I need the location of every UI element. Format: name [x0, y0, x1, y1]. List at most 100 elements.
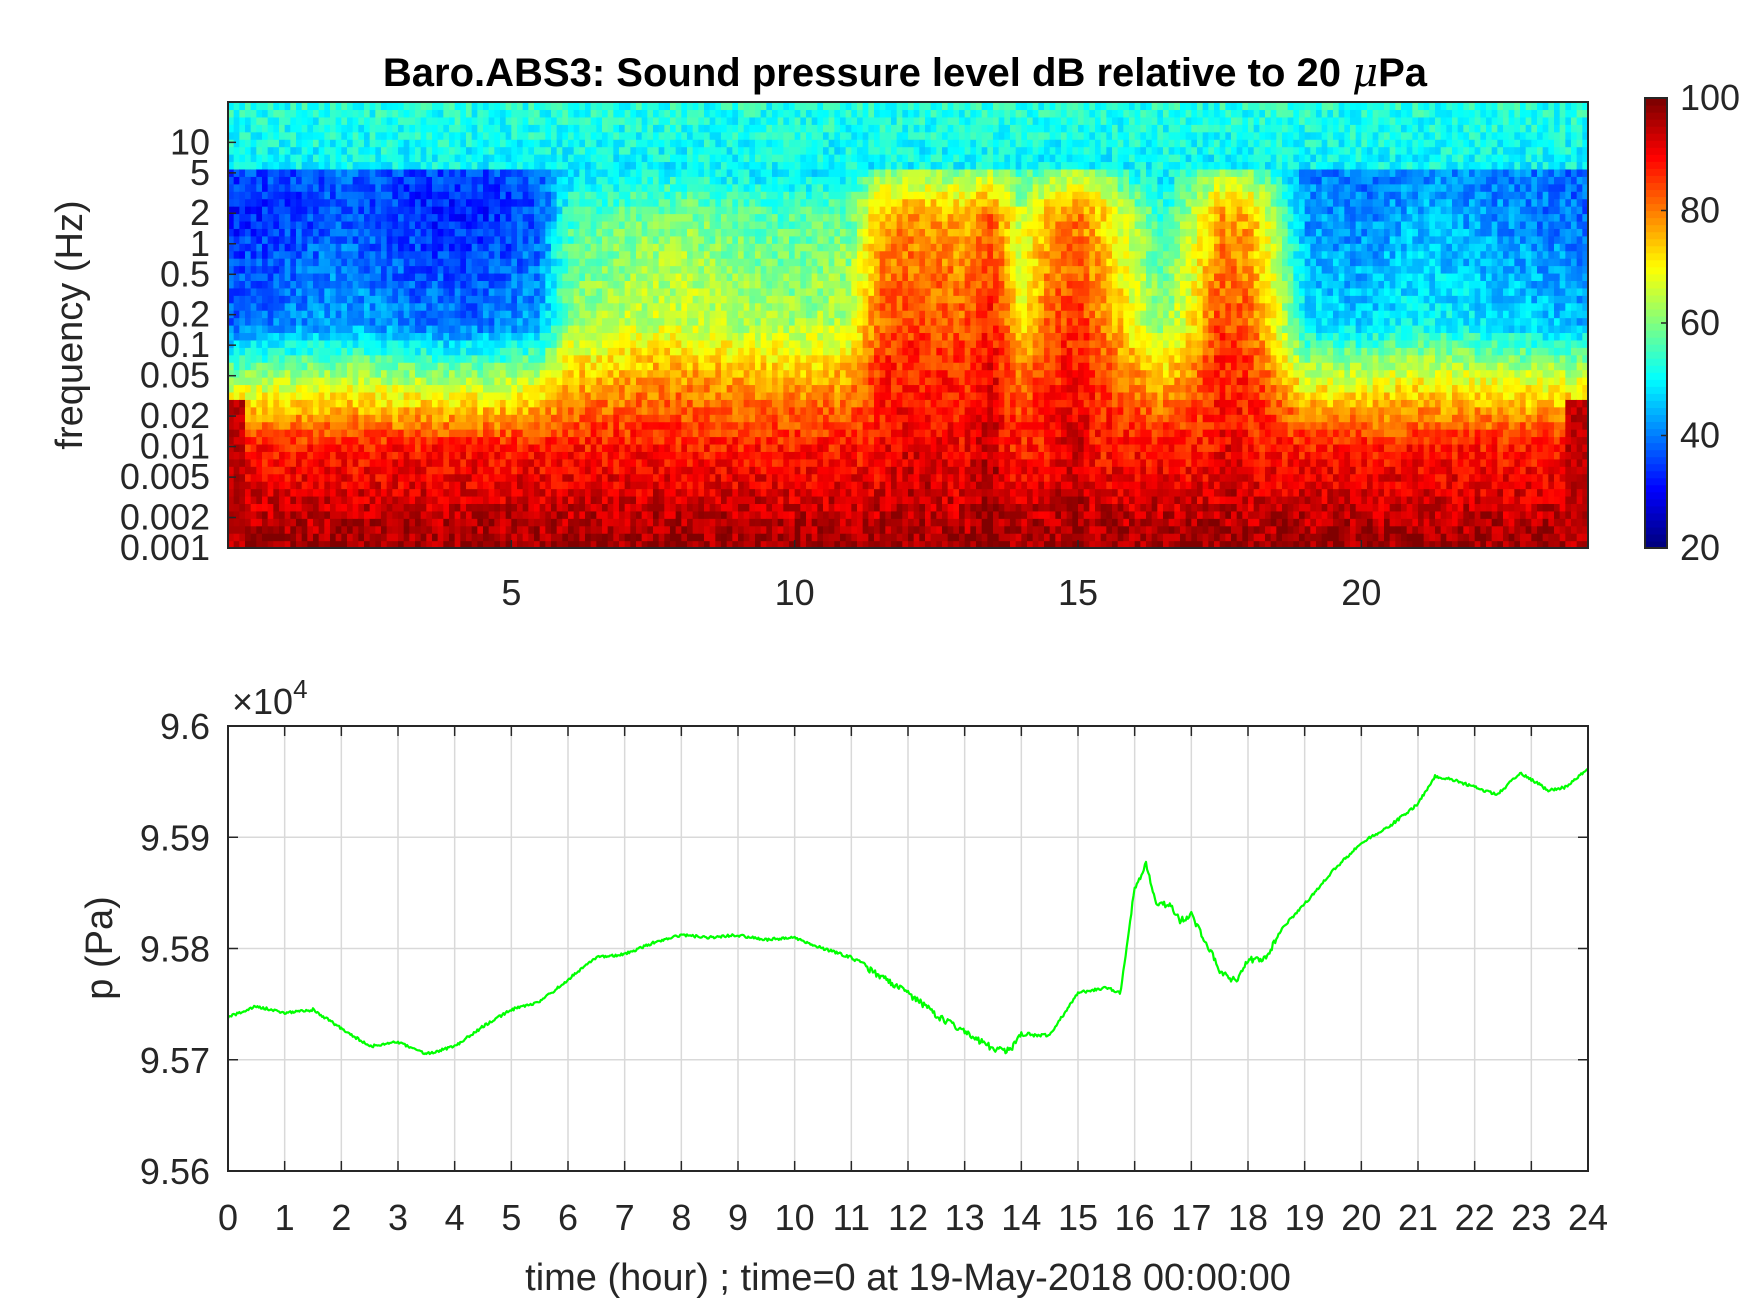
- heatmap-cell: [596, 325, 603, 334]
- heatmap-cell: [568, 332, 575, 341]
- heatmap-cell: [267, 124, 274, 133]
- heatmap-cell: [426, 406, 433, 415]
- heatmap-cell: [511, 220, 518, 229]
- heatmap-cell: [284, 191, 291, 200]
- heatmap-cell: [426, 533, 433, 542]
- heatmap-cell: [573, 325, 580, 334]
- heatmap-cell: [636, 540, 643, 549]
- heatmap-cell: [392, 198, 399, 207]
- heatmap-cell: [494, 369, 501, 378]
- heatmap-cell: [698, 429, 705, 438]
- heatmap-cell: [233, 503, 240, 512]
- heatmap-cell: [426, 325, 433, 334]
- heatmap-cell: [279, 354, 286, 363]
- heatmap-cell: [687, 109, 694, 118]
- heatmap-cell: [596, 451, 603, 460]
- heatmap-cell: [307, 139, 314, 148]
- heatmap-cell: [534, 436, 541, 445]
- heatmap-cell: [653, 325, 660, 334]
- heatmap-cell: [488, 109, 495, 118]
- heatmap-cell: [494, 176, 501, 185]
- heatmap-cell: [658, 332, 665, 341]
- heatmap-cell: [290, 518, 297, 527]
- heatmap-cell: [494, 287, 501, 296]
- heatmap-cell: [619, 391, 626, 400]
- heatmap-cell: [466, 280, 473, 289]
- heatmap-cell: [398, 168, 405, 177]
- heatmap-cell: [233, 250, 240, 259]
- heatmap-cell: [658, 272, 665, 281]
- heatmap-cell: [454, 540, 461, 549]
- heatmap-cell: [562, 362, 569, 371]
- heatmap-cell: [403, 131, 410, 140]
- heatmap-cell: [653, 414, 660, 423]
- heatmap-cell: [239, 332, 246, 341]
- heatmap-cell: [647, 518, 654, 527]
- heatmap-cell: [409, 183, 416, 192]
- heatmap-cell: [517, 287, 524, 296]
- heatmap-cell: [602, 399, 609, 408]
- heatmap-cell: [522, 414, 529, 423]
- heatmap-cell: [347, 317, 354, 326]
- heatmap-cell: [630, 310, 637, 319]
- heatmap-cell: [228, 317, 235, 326]
- heatmap-cell: [330, 302, 337, 311]
- heatmap-cell: [239, 406, 246, 415]
- heatmap-cell: [585, 317, 592, 326]
- heatmap-cell: [443, 287, 450, 296]
- heatmap-cell: [596, 176, 603, 185]
- heatmap-cell: [579, 503, 586, 512]
- heatmap-cell: [449, 258, 456, 267]
- heatmap-cell: [670, 131, 677, 140]
- heatmap-cell: [273, 220, 280, 229]
- heatmap-cell: [398, 362, 405, 371]
- heatmap-cell: [534, 250, 541, 259]
- heatmap-cell: [437, 332, 444, 341]
- heatmap-cell: [256, 154, 263, 163]
- heatmap-cell: [233, 377, 240, 386]
- heatmap-cell: [267, 310, 274, 319]
- heatmap-cell: [262, 287, 269, 296]
- heatmap-cell: [454, 354, 461, 363]
- heatmap-cell: [692, 540, 699, 549]
- heatmap-cell: [415, 228, 422, 237]
- heatmap-cell: [301, 250, 308, 259]
- heatmap-cell: [494, 451, 501, 460]
- heatmap-cell: [273, 362, 280, 371]
- heatmap-cell: [579, 436, 586, 445]
- heatmap-cell: [358, 213, 365, 222]
- heatmap-cell: [403, 220, 410, 229]
- heatmap-cell: [347, 503, 354, 512]
- heatmap-cell: [500, 421, 507, 430]
- heatmap-cell: [375, 347, 382, 356]
- heatmap-cell: [517, 161, 524, 170]
- heatmap-cell: [483, 176, 490, 185]
- heatmap-cell: [409, 369, 416, 378]
- heatmap-cell: [500, 206, 507, 215]
- heatmap-cell: [568, 473, 575, 482]
- heatmap-cell: [228, 146, 235, 155]
- heatmap-cell: [500, 139, 507, 148]
- heatmap-cell: [403, 518, 410, 527]
- heatmap-cell: [415, 406, 422, 415]
- heatmap-cell: [556, 213, 563, 222]
- heatmap-cell: [636, 406, 643, 415]
- heatmap-cell: [670, 436, 677, 445]
- heatmap-cell: [698, 436, 705, 445]
- heatmap-cell: [681, 265, 688, 274]
- heatmap-cell: [245, 518, 252, 527]
- heatmap-cell: [562, 406, 569, 415]
- heatmap-cell: [358, 518, 365, 527]
- heatmap-cell: [641, 272, 648, 281]
- heatmap-cell: [607, 384, 614, 393]
- heatmap-cell: [432, 258, 439, 267]
- heatmap-cell: [681, 443, 688, 452]
- heatmap-cell: [290, 198, 297, 207]
- heatmap-cell: [256, 139, 263, 148]
- heatmap-cell: [641, 510, 648, 519]
- heatmap-cell: [409, 287, 416, 296]
- heatmap-cell: [477, 347, 484, 356]
- heatmap-cell: [500, 347, 507, 356]
- heatmap-cell: [460, 206, 467, 215]
- heatmap-cell: [290, 102, 297, 111]
